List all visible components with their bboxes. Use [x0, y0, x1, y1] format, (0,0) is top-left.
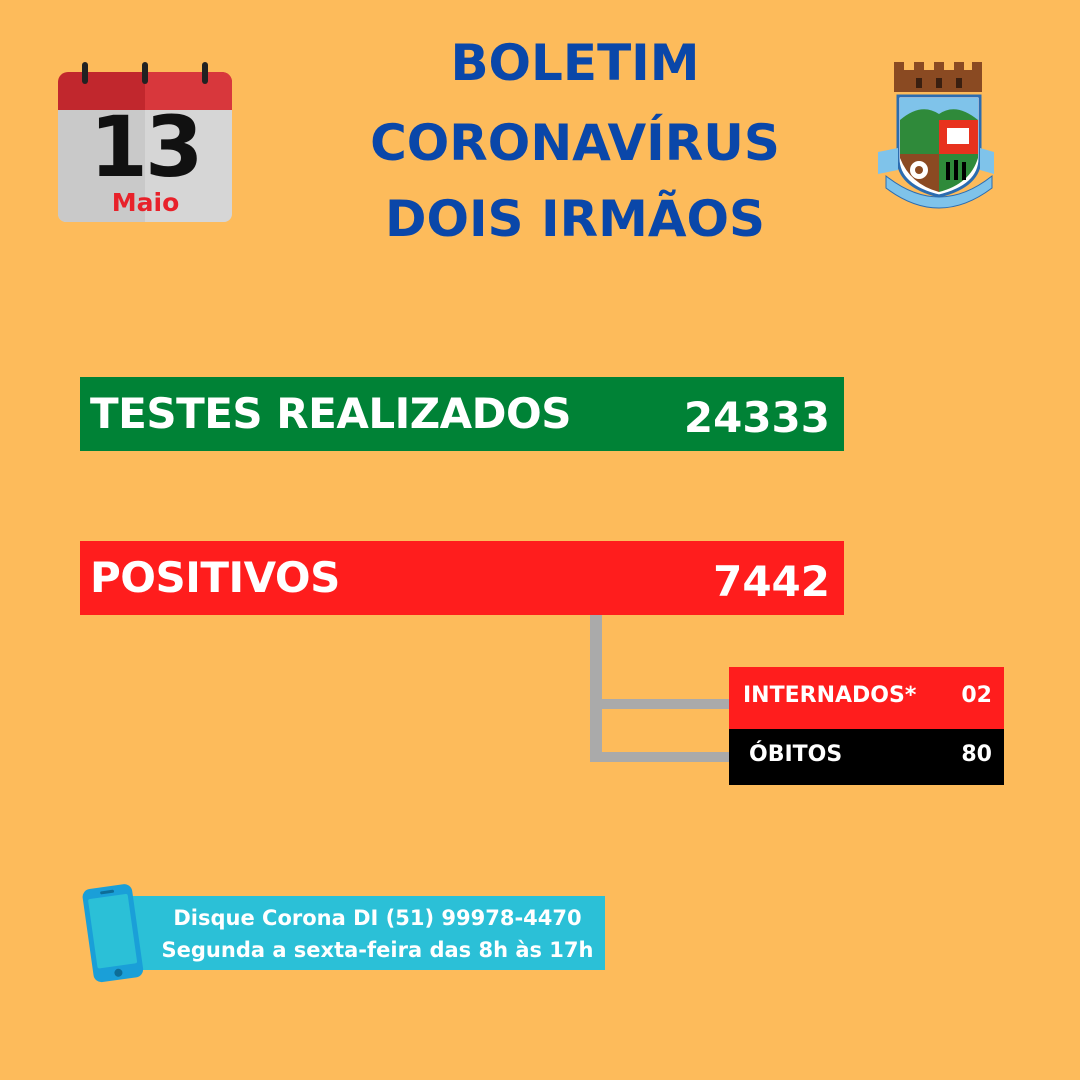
- positives-label: POSITIVOS: [90, 553, 340, 602]
- connector-line: [590, 752, 730, 762]
- calendar-ring: [202, 62, 208, 84]
- calendar-icon: 13 Maio: [58, 62, 232, 222]
- deaths-box: ÓBITOS 80: [729, 729, 1004, 785]
- title-line-2: CORONAVÍRUS: [370, 114, 780, 172]
- hospitalized-label: INTERNADOS*: [743, 683, 917, 708]
- hospitalized-box: INTERNADOS* 02: [729, 667, 1004, 729]
- calendar-ring: [82, 62, 88, 84]
- tests-bar: TESTES REALIZADOS 24333: [80, 377, 844, 451]
- connector-line: [590, 699, 730, 709]
- deaths-value: 80: [961, 742, 992, 767]
- contact-phone[interactable]: Disque Corona DI (51) 99978-4470: [173, 906, 582, 930]
- tests-label: TESTES REALIZADOS: [90, 389, 572, 438]
- contact-hours: Segunda a sexta-feira das 8h às 17h: [161, 938, 594, 962]
- deaths-label: ÓBITOS: [749, 742, 843, 767]
- positives-bar: POSITIVOS 7442: [80, 541, 844, 615]
- title-line-3: DOIS IRMÃOS: [384, 190, 766, 248]
- connector-line: [590, 615, 602, 762]
- calendar-ring: [142, 62, 148, 84]
- hospitalized-value: 02: [961, 683, 992, 708]
- title-line-1: BOLETIM: [450, 34, 700, 92]
- smartphone-icon: [82, 884, 144, 983]
- tests-value: 24333: [683, 393, 830, 442]
- calendar-day: 13: [89, 98, 204, 196]
- calendar-month: Maio: [111, 188, 180, 217]
- positives-value: 7442: [713, 557, 830, 606]
- coat-of-arms-icon: [878, 62, 994, 209]
- contact-banner: [93, 896, 605, 970]
